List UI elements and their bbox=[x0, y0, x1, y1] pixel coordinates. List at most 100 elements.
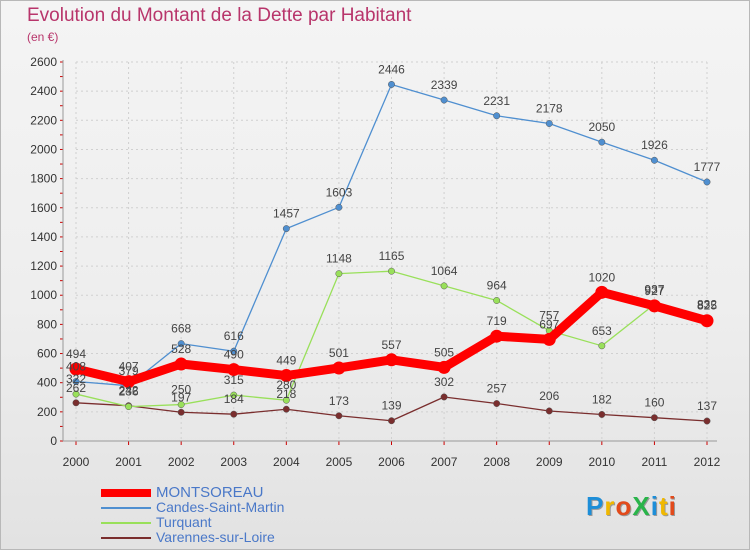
data-point bbox=[647, 299, 661, 313]
legend-label-candes-saint-martin: Candes-Saint-Martin bbox=[156, 499, 285, 515]
data-point bbox=[125, 403, 133, 411]
data-point bbox=[279, 369, 293, 383]
data-point bbox=[440, 393, 448, 401]
x-tick-label: 2010 bbox=[588, 455, 615, 469]
axes: 0 200 400 600 800 1000 1200 1400 1600 1800 2000 220… bbox=[30, 55, 720, 469]
legend-label-turquant: Turquant bbox=[156, 514, 212, 530]
logo-letter: i bbox=[668, 491, 677, 521]
data-label: 494 bbox=[66, 347, 86, 361]
x-tick-label: 2000 bbox=[63, 455, 90, 469]
logo-letter: X bbox=[632, 491, 651, 521]
data-point bbox=[230, 410, 238, 418]
data-label: 964 bbox=[487, 278, 507, 292]
x-tick-label: 2011 bbox=[642, 455, 668, 469]
data-point bbox=[440, 96, 448, 104]
y-tick-label: 2400 bbox=[30, 84, 57, 98]
data-point bbox=[335, 270, 343, 278]
data-point bbox=[490, 329, 504, 343]
data-point bbox=[388, 267, 395, 275]
data-point bbox=[385, 353, 398, 367]
legend-swatch-turquant bbox=[101, 522, 151, 524]
y-tick-label: 0 bbox=[50, 434, 57, 448]
data-point bbox=[545, 407, 553, 415]
data-point bbox=[72, 390, 80, 398]
data-label: 302 bbox=[434, 375, 454, 389]
x-tick-label: 2004 bbox=[273, 455, 300, 469]
y-tick-label: 400 bbox=[37, 376, 57, 390]
logo-letter: P bbox=[586, 491, 605, 521]
chart-subtitle: (en €) bbox=[27, 30, 59, 44]
data-point bbox=[595, 285, 609, 299]
data-label: 315 bbox=[224, 373, 244, 387]
data-point bbox=[230, 391, 238, 399]
data-point bbox=[177, 340, 185, 348]
data-label: 173 bbox=[329, 394, 349, 408]
x-tick-label: 2007 bbox=[431, 455, 458, 469]
data-point bbox=[72, 378, 80, 385]
y-tick-label: 1400 bbox=[30, 230, 57, 244]
y-tick-label: 1200 bbox=[30, 259, 57, 273]
data-label: 719 bbox=[487, 314, 507, 328]
data-label: 1020 bbox=[588, 270, 615, 284]
data-label: 757 bbox=[539, 309, 559, 323]
legend-swatch-montsoreau bbox=[101, 489, 151, 497]
data-label: 1457 bbox=[273, 207, 300, 221]
x-tick-label: 2001 bbox=[115, 455, 142, 469]
data-label: 407 bbox=[119, 360, 139, 374]
logo-letter: o bbox=[615, 491, 633, 521]
data-label: 490 bbox=[224, 348, 244, 362]
data-label: 1777 bbox=[694, 160, 721, 174]
data-label: 379 bbox=[119, 364, 139, 378]
data-point bbox=[72, 399, 80, 407]
data-point bbox=[703, 417, 711, 425]
y-tick-label: 2600 bbox=[30, 55, 57, 69]
data-label: 668 bbox=[171, 322, 191, 336]
data-label: 937 bbox=[644, 282, 664, 296]
data-point bbox=[650, 156, 658, 164]
data-label: 1148 bbox=[326, 252, 352, 266]
data-point bbox=[388, 417, 395, 425]
data-label: 616 bbox=[224, 329, 244, 343]
data-label: 505 bbox=[434, 345, 454, 359]
data-label: 257 bbox=[487, 382, 507, 396]
data-label: 137 bbox=[697, 399, 717, 413]
data-point bbox=[388, 80, 395, 88]
data-label: 528 bbox=[171, 342, 191, 356]
data-point bbox=[177, 401, 185, 409]
data-label: 1926 bbox=[641, 138, 668, 152]
y-tick-label: 800 bbox=[37, 317, 57, 331]
data-label: 160 bbox=[644, 396, 664, 410]
data-label: 218 bbox=[276, 387, 296, 401]
data-label: 927 bbox=[644, 284, 664, 298]
data-label: 280 bbox=[276, 378, 296, 392]
data-label: 2050 bbox=[588, 120, 615, 134]
data-labels: 262 242 197 184 218 173 139 302 257 206 182 160 137 3… bbox=[66, 62, 721, 413]
x-tick-label: 2005 bbox=[326, 455, 353, 469]
data-point bbox=[69, 362, 83, 376]
data-label: 182 bbox=[592, 392, 612, 406]
data-point bbox=[282, 225, 290, 233]
logo-letter: r bbox=[604, 491, 616, 521]
data-label: 2339 bbox=[431, 78, 458, 92]
data-label: 2178 bbox=[536, 102, 563, 116]
y-tick-label: 2000 bbox=[30, 142, 57, 156]
data-label: 250 bbox=[171, 383, 191, 397]
x-tick-label: 2002 bbox=[168, 455, 195, 469]
data-label: 322 bbox=[66, 372, 86, 386]
data-label: 1165 bbox=[379, 249, 405, 263]
data-point bbox=[335, 412, 343, 420]
data-point bbox=[493, 112, 501, 120]
y-tick-label: 1800 bbox=[30, 172, 57, 186]
y-tick-label: 1000 bbox=[30, 288, 57, 302]
data-label: 408 bbox=[66, 360, 86, 374]
data-point bbox=[598, 138, 606, 146]
data-point bbox=[703, 178, 711, 186]
data-point bbox=[332, 361, 346, 375]
data-point bbox=[437, 360, 451, 374]
data-point bbox=[700, 314, 714, 328]
x-tick-label: 2012 bbox=[694, 455, 721, 469]
x-tick-label: 2008 bbox=[483, 455, 510, 469]
y-tick-label: 1600 bbox=[30, 201, 57, 215]
